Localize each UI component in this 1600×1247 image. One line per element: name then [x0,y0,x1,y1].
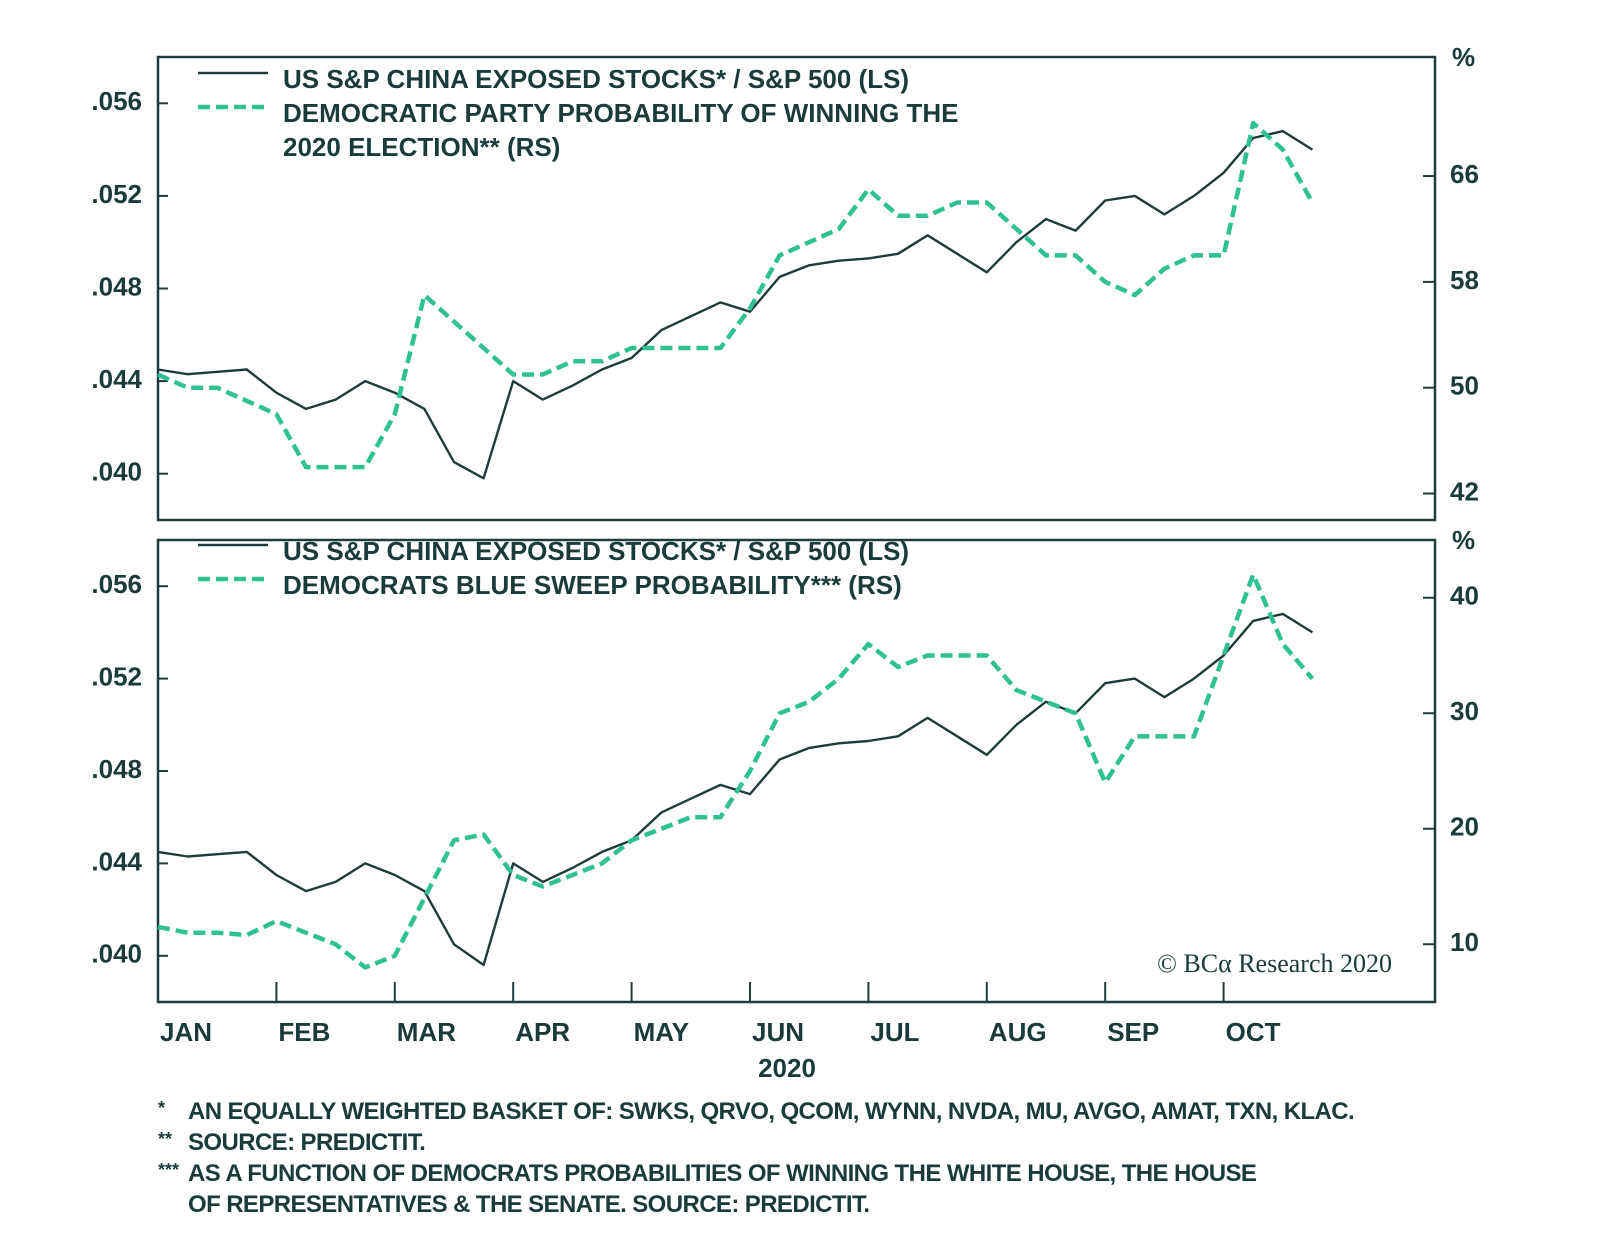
legend-label: US S&P CHINA EXPOSED STOCKS* / S&P 500 (… [283,64,910,94]
y-tick-label: .044 [91,364,142,394]
series-line [157,612,1314,967]
y2-tick-label: 20 [1450,812,1479,842]
series-line [157,120,1315,470]
y2-tick-label: 30 [1450,696,1479,726]
series-line [157,129,1314,480]
y2-tick-label: 40 [1450,581,1479,611]
y-tick-label: .044 [91,846,142,876]
footnote: OF REPRESENTATIVES & THE SENATE. SOURCE:… [188,1191,870,1218]
x-tick-label: FEB [278,1017,330,1047]
y2-unit: % [1452,42,1475,72]
legend-label: DEMOCRATIC PARTY PROBABILITY OF WINNING … [283,98,959,162]
y-tick-label: .052 [91,661,142,691]
x-tick-label: JAN [160,1017,212,1047]
footnote-mark: *** [158,1160,180,1180]
x-tick-label: MAR [397,1017,456,1047]
y-tick-label: .040 [91,939,142,969]
x-tick-label: SEP [1107,1017,1159,1047]
y-tick-label: .056 [91,569,142,599]
x-tick-label: OCT [1226,1017,1281,1047]
y-tick-label: .056 [91,86,142,116]
y-tick-label: .040 [91,457,142,487]
y2-tick-label: 42 [1450,476,1479,506]
y2-tick-label: 58 [1450,265,1479,295]
y-tick-label: .048 [91,754,142,784]
x-tick-label: JUN [752,1017,804,1047]
y2-unit: % [1452,525,1475,555]
y2-tick-label: 10 [1450,927,1479,957]
x-tick-label: AUG [989,1017,1047,1047]
y2-tick-label: 66 [1450,159,1479,189]
footnote-mark: ** [158,1129,173,1149]
x-axis-label: 2020 [758,1053,816,1083]
y-tick-label: .052 [91,179,142,209]
series-line [157,572,1315,970]
plot-frame [156,538,1437,1004]
x-tick-label: MAY [634,1017,689,1047]
legend-label: US S&P CHINA EXPOSED STOCKS* / S&P 500 (… [283,536,910,566]
footnote: AN EQUALLY WEIGHTED BASKET OF: SWKS, QRV… [188,1098,1355,1125]
footnote: AS A FUNCTION OF DEMOCRATS PROBABILITIES… [188,1160,1257,1187]
y2-tick-label: 50 [1450,371,1479,401]
footnote-mark: * [158,1098,166,1118]
legend-label: DEMOCRATS BLUE SWEEP PROBABILITY*** (RS) [283,570,902,600]
x-tick-label: APR [515,1017,570,1047]
credit: © BCα Research 2020 [1157,949,1392,978]
y-tick-label: .048 [91,271,142,301]
x-tick-label: JUL [870,1017,919,1047]
footnote: SOURCE: PREDICTIT. [188,1129,426,1156]
